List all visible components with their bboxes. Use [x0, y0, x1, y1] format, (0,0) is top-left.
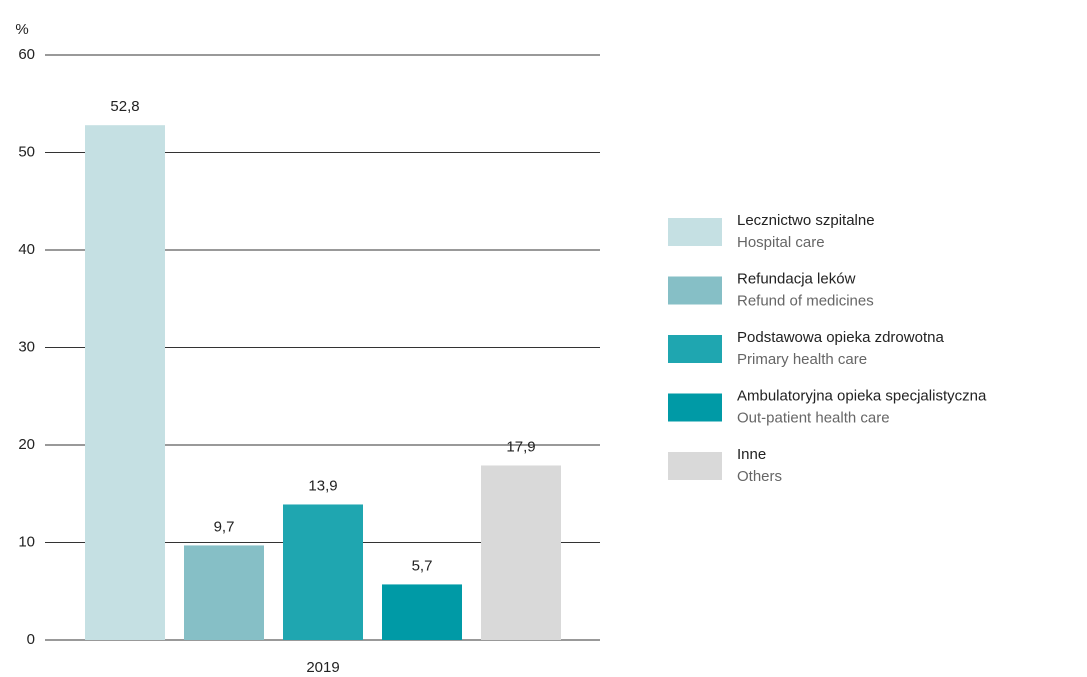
legend-label: Inne	[737, 446, 766, 463]
y-tick-label: 10	[18, 533, 35, 550]
data-label: 52,8	[110, 98, 139, 115]
legend-label-en: Others	[737, 468, 782, 485]
data-label: 9,7	[214, 518, 235, 535]
legend-label-en: Refund of medicines	[737, 292, 874, 309]
data-label: 17,9	[506, 438, 535, 455]
legend-label: Podstawowa opieka zdrowotna	[737, 329, 944, 346]
data-label: 5,7	[412, 557, 433, 574]
legend-swatch	[668, 393, 722, 422]
legend-swatch	[668, 276, 722, 305]
y-tick-label: 20	[18, 436, 35, 453]
legend-swatch	[668, 452, 722, 480]
bar	[184, 545, 264, 640]
data-label: 13,9	[308, 477, 337, 494]
bar	[283, 504, 363, 640]
y-tick-label: 30	[18, 338, 35, 355]
y-tick-label: 40	[18, 241, 35, 258]
y-tick-label: 0	[27, 631, 35, 648]
y-axis-label: %	[15, 21, 28, 38]
legend-label-en: Out-patient health care	[737, 409, 890, 426]
bar	[382, 584, 462, 640]
y-tick-label: 60	[18, 46, 35, 63]
legend-label: Refundacja leków	[737, 270, 856, 287]
legend-label: Ambulatoryjna opieka specjalistyczna	[737, 387, 987, 404]
bar	[481, 465, 561, 640]
x-tick-label: 2019	[306, 659, 339, 676]
legend-label-en: Hospital care	[737, 234, 825, 251]
legend-label-en: Primary health care	[737, 351, 867, 368]
y-tick-label: 50	[18, 143, 35, 160]
legend-swatch	[668, 218, 722, 246]
legend-swatch	[668, 335, 722, 363]
legend-label: Lecznictwo szpitalne	[737, 212, 875, 229]
bar	[85, 125, 165, 640]
